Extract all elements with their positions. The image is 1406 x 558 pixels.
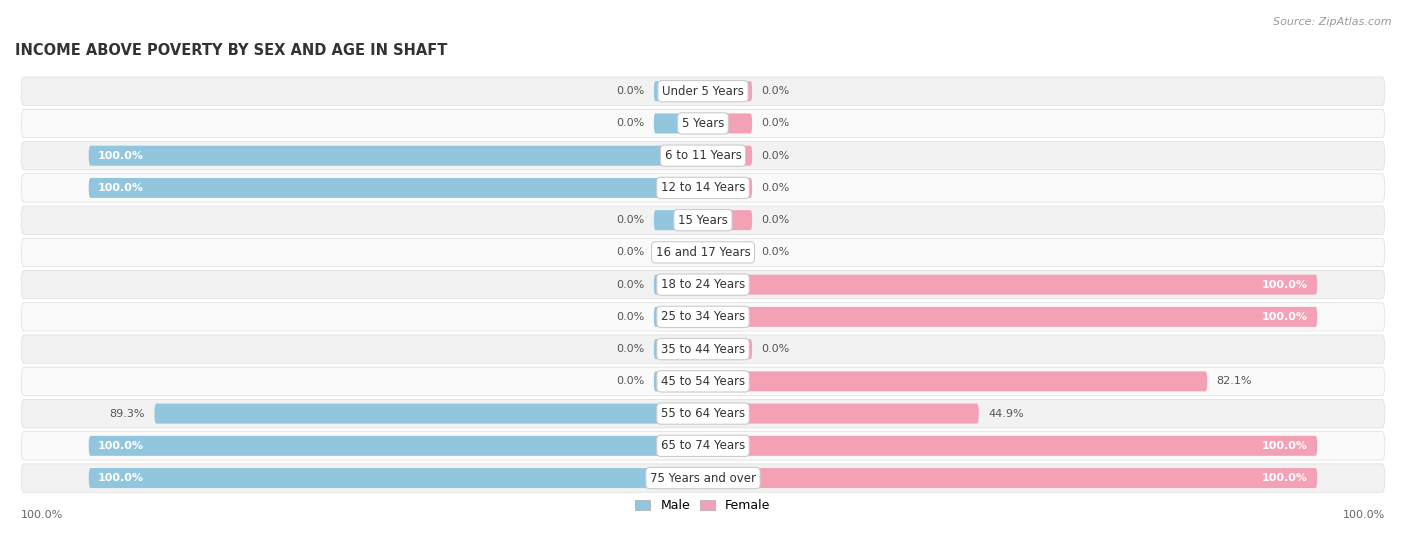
FancyBboxPatch shape [703,468,1317,488]
Text: 89.3%: 89.3% [110,408,145,418]
Text: 5 Years: 5 Years [682,117,724,130]
FancyBboxPatch shape [21,142,1385,170]
Text: 100.0%: 100.0% [1263,312,1308,322]
FancyBboxPatch shape [89,146,703,166]
Text: 0.0%: 0.0% [616,215,644,225]
Text: 0.0%: 0.0% [616,312,644,322]
Text: 25 to 34 Years: 25 to 34 Years [661,310,745,324]
Text: 44.9%: 44.9% [988,408,1024,418]
FancyBboxPatch shape [703,372,1208,391]
FancyBboxPatch shape [21,335,1385,363]
Text: 45 to 54 Years: 45 to 54 Years [661,375,745,388]
Text: 35 to 44 Years: 35 to 44 Years [661,343,745,355]
Text: Source: ZipAtlas.com: Source: ZipAtlas.com [1274,17,1392,27]
Text: 15 Years: 15 Years [678,214,728,227]
FancyBboxPatch shape [654,210,703,230]
FancyBboxPatch shape [21,367,1385,396]
FancyBboxPatch shape [21,271,1385,299]
Text: 0.0%: 0.0% [762,247,790,257]
Text: 12 to 14 Years: 12 to 14 Years [661,181,745,194]
FancyBboxPatch shape [155,403,703,424]
Text: 0.0%: 0.0% [762,118,790,128]
FancyBboxPatch shape [21,238,1385,267]
FancyBboxPatch shape [89,468,703,488]
FancyBboxPatch shape [654,242,703,262]
Text: 100.0%: 100.0% [98,441,143,451]
FancyBboxPatch shape [703,403,979,424]
FancyBboxPatch shape [21,77,1385,105]
FancyBboxPatch shape [89,178,703,198]
Text: 100.0%: 100.0% [1263,473,1308,483]
Legend: Male, Female: Male, Female [630,494,776,517]
Text: 0.0%: 0.0% [616,280,644,290]
FancyBboxPatch shape [703,178,752,198]
FancyBboxPatch shape [21,400,1385,428]
FancyBboxPatch shape [703,307,1317,327]
FancyBboxPatch shape [654,372,703,391]
FancyBboxPatch shape [703,436,1317,456]
FancyBboxPatch shape [21,302,1385,331]
Text: 0.0%: 0.0% [762,344,790,354]
Text: 0.0%: 0.0% [616,86,644,96]
FancyBboxPatch shape [703,339,752,359]
Text: 0.0%: 0.0% [762,151,790,161]
FancyBboxPatch shape [703,146,752,166]
Text: 6 to 11 Years: 6 to 11 Years [665,149,741,162]
Text: 65 to 74 Years: 65 to 74 Years [661,439,745,453]
Text: 100.0%: 100.0% [98,473,143,483]
Text: 100.0%: 100.0% [1263,441,1308,451]
FancyBboxPatch shape [21,432,1385,460]
Text: 100.0%: 100.0% [21,510,63,520]
Text: 16 and 17 Years: 16 and 17 Years [655,246,751,259]
FancyBboxPatch shape [703,113,752,133]
FancyBboxPatch shape [21,206,1385,234]
FancyBboxPatch shape [703,275,1317,295]
FancyBboxPatch shape [703,242,752,262]
FancyBboxPatch shape [654,339,703,359]
FancyBboxPatch shape [654,275,703,295]
Text: 0.0%: 0.0% [762,215,790,225]
FancyBboxPatch shape [654,81,703,101]
Text: 55 to 64 Years: 55 to 64 Years [661,407,745,420]
FancyBboxPatch shape [654,307,703,327]
FancyBboxPatch shape [703,81,752,101]
FancyBboxPatch shape [89,436,703,456]
Text: 100.0%: 100.0% [1343,510,1385,520]
Text: INCOME ABOVE POVERTY BY SEX AND AGE IN SHAFT: INCOME ABOVE POVERTY BY SEX AND AGE IN S… [15,44,447,59]
Text: 0.0%: 0.0% [616,118,644,128]
Text: 100.0%: 100.0% [1263,280,1308,290]
Text: 100.0%: 100.0% [98,183,143,193]
Text: 82.1%: 82.1% [1216,376,1251,386]
Text: 0.0%: 0.0% [762,86,790,96]
Text: 100.0%: 100.0% [98,151,143,161]
Text: Under 5 Years: Under 5 Years [662,85,744,98]
Text: 0.0%: 0.0% [762,183,790,193]
FancyBboxPatch shape [21,109,1385,138]
FancyBboxPatch shape [654,113,703,133]
Text: 0.0%: 0.0% [616,344,644,354]
FancyBboxPatch shape [703,210,752,230]
FancyBboxPatch shape [21,174,1385,202]
Text: 75 Years and over: 75 Years and over [650,472,756,484]
Text: 0.0%: 0.0% [616,376,644,386]
Text: 18 to 24 Years: 18 to 24 Years [661,278,745,291]
FancyBboxPatch shape [21,464,1385,492]
Text: 0.0%: 0.0% [616,247,644,257]
